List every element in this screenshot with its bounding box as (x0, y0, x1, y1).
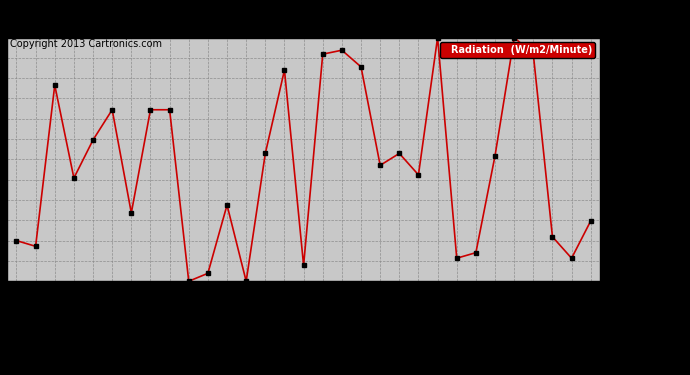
Title: Solar Radiation Avg per Day W/m2/minute 20130228: Solar Radiation Avg per Day W/m2/minute … (78, 20, 529, 35)
Legend: Radiation  (W/m2/Minute): Radiation (W/m2/Minute) (440, 42, 595, 58)
Text: Copyright 2013 Cartronics.com: Copyright 2013 Cartronics.com (10, 39, 162, 50)
